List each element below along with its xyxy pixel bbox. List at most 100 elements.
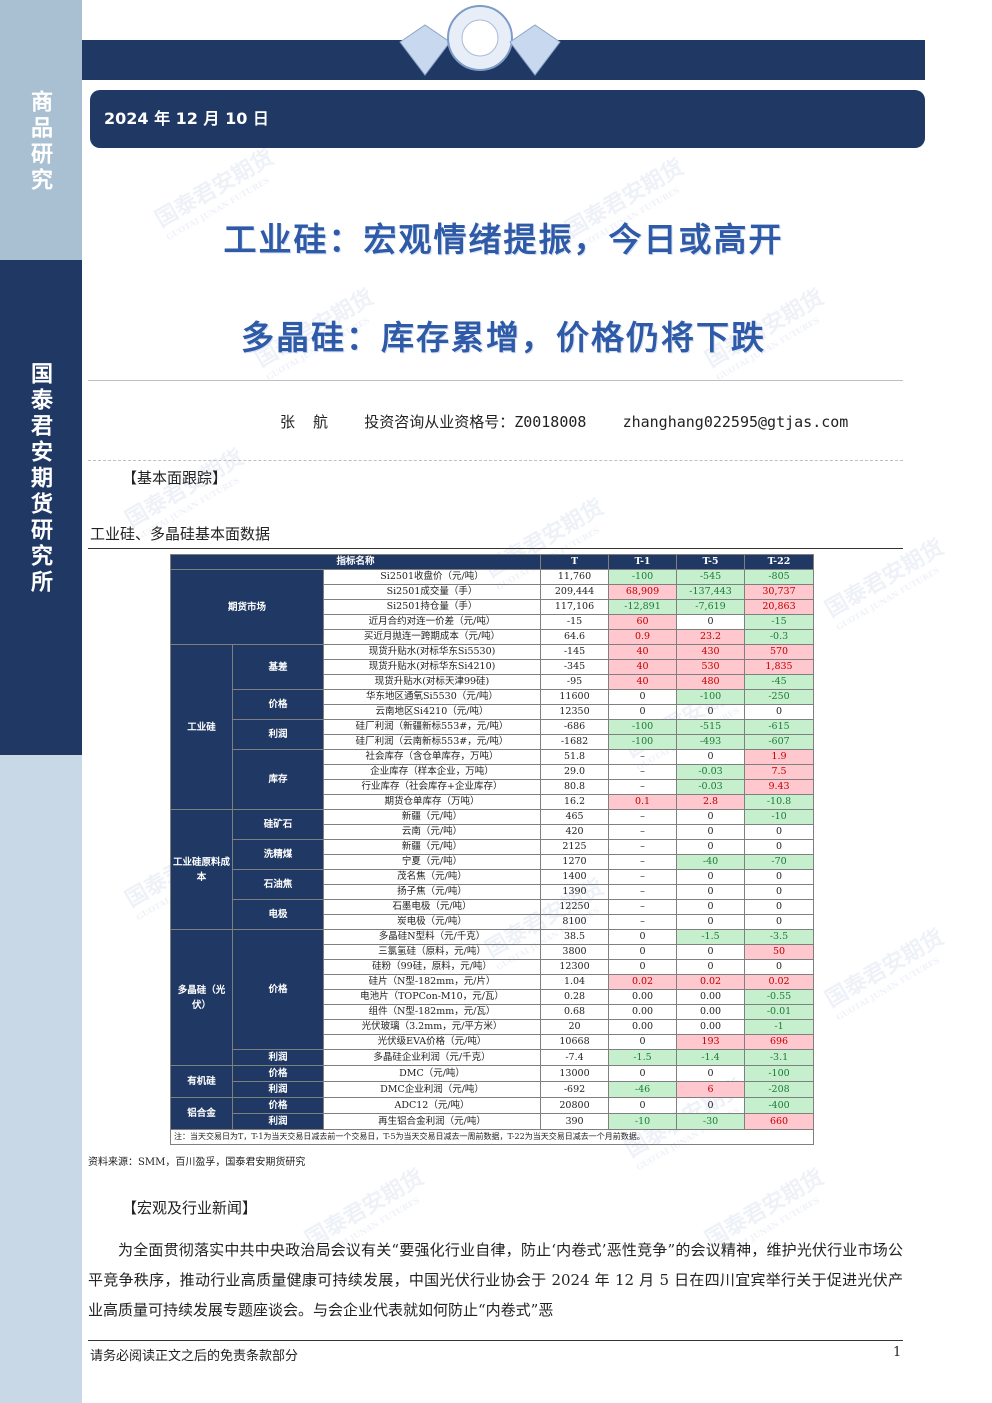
row: 洗精煤 新疆（元/吨） 2125–0 0 <box>171 839 815 870</box>
row: 铝合金 价格 ADC12（元/吨） 20800 0 0 -400 <box>170 1097 815 1130</box>
value-cell: -615 <box>744 719 815 735</box>
indicator: 新疆（元/吨） <box>322 839 542 855</box>
indicator: Si2501收盘价（元/吨） <box>322 569 542 585</box>
watermark-en: GUOTAI JUNAN FUTURES <box>834 564 942 633</box>
row: 工业硅原料成本 硅矿石 新疆（元/吨） 465–0 -10 <box>170 809 815 930</box>
value-cell: 40 <box>608 659 678 675</box>
value-cell: -250 <box>744 689 815 705</box>
row: 石油焦 茂名焦（元/吨） 1400–0 0 <box>171 869 815 900</box>
value-cell: -3.1 <box>744 1049 815 1066</box>
indicator: 期货仓单库存（万吨） <box>322 794 542 810</box>
indicator: 近月合约对连一价差（元/吨） <box>322 614 542 630</box>
indicator: 石墨电极（元/吨） <box>322 899 542 915</box>
value-cell: -7,619 <box>676 599 746 615</box>
group-cell: 工业硅 <box>170 644 233 810</box>
section-heading: 【宏观及行业新闻】 <box>122 1199 258 1217</box>
value-cell: -145 <box>540 644 610 660</box>
value-cell: – <box>608 824 678 840</box>
value-cell: 11600 <box>540 689 610 705</box>
value-cell: 20,863 <box>744 599 815 615</box>
value-cell: -45 <box>744 674 815 690</box>
value-cell: 0 <box>608 929 678 945</box>
page-number: 1 <box>893 1345 902 1360</box>
value-cell: 0 <box>676 1097 746 1114</box>
group-cell: 多晶硅（光伏） <box>170 929 233 1066</box>
row: 价格 华东地区通氧Si5530（元/吨） 11600 0 -100 -250 <box>171 689 815 720</box>
value-cell: 0 <box>744 704 815 720</box>
value-cell: 0 <box>608 1034 678 1050</box>
subgroup-cell: 利润 <box>232 719 324 750</box>
value-cell: 0.68 <box>540 1004 610 1020</box>
value-cell: 117,106 <box>540 599 610 615</box>
value-cell: 3800 <box>540 944 610 960</box>
sidebar-label: 商品研究 <box>27 90 53 194</box>
value-cell: 9.43 <box>744 779 815 795</box>
row: 近月合约对连一价差（元/吨） -15 60 0 -15 <box>171 614 815 630</box>
indicator: 硅片（N型-182mm，元/片） <box>322 974 542 990</box>
row: 现货升贴水(对标天津99硅) -95 40 480 -45 <box>171 674 815 690</box>
row: 三氯氢硅（原料，元/吨） 3800 0 0 50 <box>171 944 815 960</box>
value-cell: 0 <box>676 944 746 960</box>
divider <box>88 380 903 381</box>
row: Si2501成交量（手） 209,444 68,909 -137,443 30,737 <box>171 584 815 600</box>
value-cell: 8100 <box>540 914 610 930</box>
value-cell: 1270 <box>540 854 610 870</box>
paragraph: 为全面贯彻落实中共中央政治局会议有关“要强化行业自律，防止‘内卷式’恶性竞争”的… <box>88 1241 903 1319</box>
value-cell: 12250 <box>540 899 610 915</box>
value-cell: 20 <box>540 1019 610 1035</box>
indicator: 茂名焦（元/吨） <box>322 869 542 885</box>
value-cell: -7.4 <box>540 1049 610 1066</box>
section-heading: 【基本面跟踪】 <box>122 469 228 487</box>
value-cell: 0.00 <box>676 989 746 1005</box>
value-cell: 6 <box>676 1081 746 1098</box>
value-cell: 0 <box>744 839 815 855</box>
value-cell: 64.6 <box>540 629 610 645</box>
value-cell: 0.02 <box>608 974 678 990</box>
value-cell: 1400 <box>540 869 610 885</box>
value-cell: 0 <box>676 704 746 720</box>
row: 工业硅 基差 现货升贴水(对标华东Si5530) -145 40 430 570 <box>170 644 815 810</box>
watermark-en: GUOTAI JUNAN FUTURES <box>834 954 942 1023</box>
value-cell: 0 <box>744 884 815 900</box>
value-cell: 0 <box>676 959 746 975</box>
value-cell: 1.9 <box>744 749 815 765</box>
value-cell: 2125 <box>540 839 610 855</box>
value-cell: 0 <box>744 914 815 930</box>
source: 资料来源：SMM，百川盈孚，国泰君安期货研究 <box>88 1157 306 1168</box>
value-cell: 530 <box>676 659 746 675</box>
value-cell: – <box>608 839 678 855</box>
watermark-cn: 国泰君安期货 <box>820 534 949 623</box>
value-cell: 40 <box>608 644 678 660</box>
value-cell: – <box>608 914 678 930</box>
value-cell: 0.9 <box>608 629 678 645</box>
value-cell: -400 <box>744 1097 815 1114</box>
value-cell: 0.00 <box>608 989 678 1005</box>
value-cell: 480 <box>676 674 746 690</box>
subgroup-cell: 价格 <box>232 1097 324 1114</box>
value-cell: -1 <box>744 1019 815 1035</box>
value-cell: -545 <box>676 569 746 585</box>
license: 投资咨询从业资格号：Z0018008 <box>364 413 587 431</box>
value-cell: 0 <box>608 1065 678 1082</box>
value-cell: -15 <box>540 614 610 630</box>
row: 利润 DMC企业利润（元/吨） -692 -46 6 -208 <box>171 1081 815 1098</box>
row: 利润 多晶硅企业利润（元/千克） -7.4 -1.5 -1.4 -3.1 <box>171 1049 815 1066</box>
value-cell: -95 <box>540 674 610 690</box>
value-cell: 465 <box>540 809 610 825</box>
value-cell: 68,909 <box>608 584 678 600</box>
value-cell: 0.02 <box>744 974 815 990</box>
email: zhanghang022595@gtjas.com <box>622 413 849 431</box>
value-cell: 0 <box>676 884 746 900</box>
value-cell: -0.55 <box>744 989 815 1005</box>
row: 炭电极（元/吨） 8100–0 0 <box>171 914 815 930</box>
value-cell: -1.4 <box>676 1049 746 1066</box>
value-cell: 0 <box>676 1065 746 1082</box>
value-cell: -3.5 <box>744 929 815 945</box>
value-cell: 430 <box>676 644 746 660</box>
indicator: 宁夏（元/吨） <box>322 854 542 870</box>
indicator: Si2501持仓量（手） <box>322 599 542 615</box>
value-cell: -345 <box>540 659 610 675</box>
value-cell: 0 <box>744 959 815 975</box>
